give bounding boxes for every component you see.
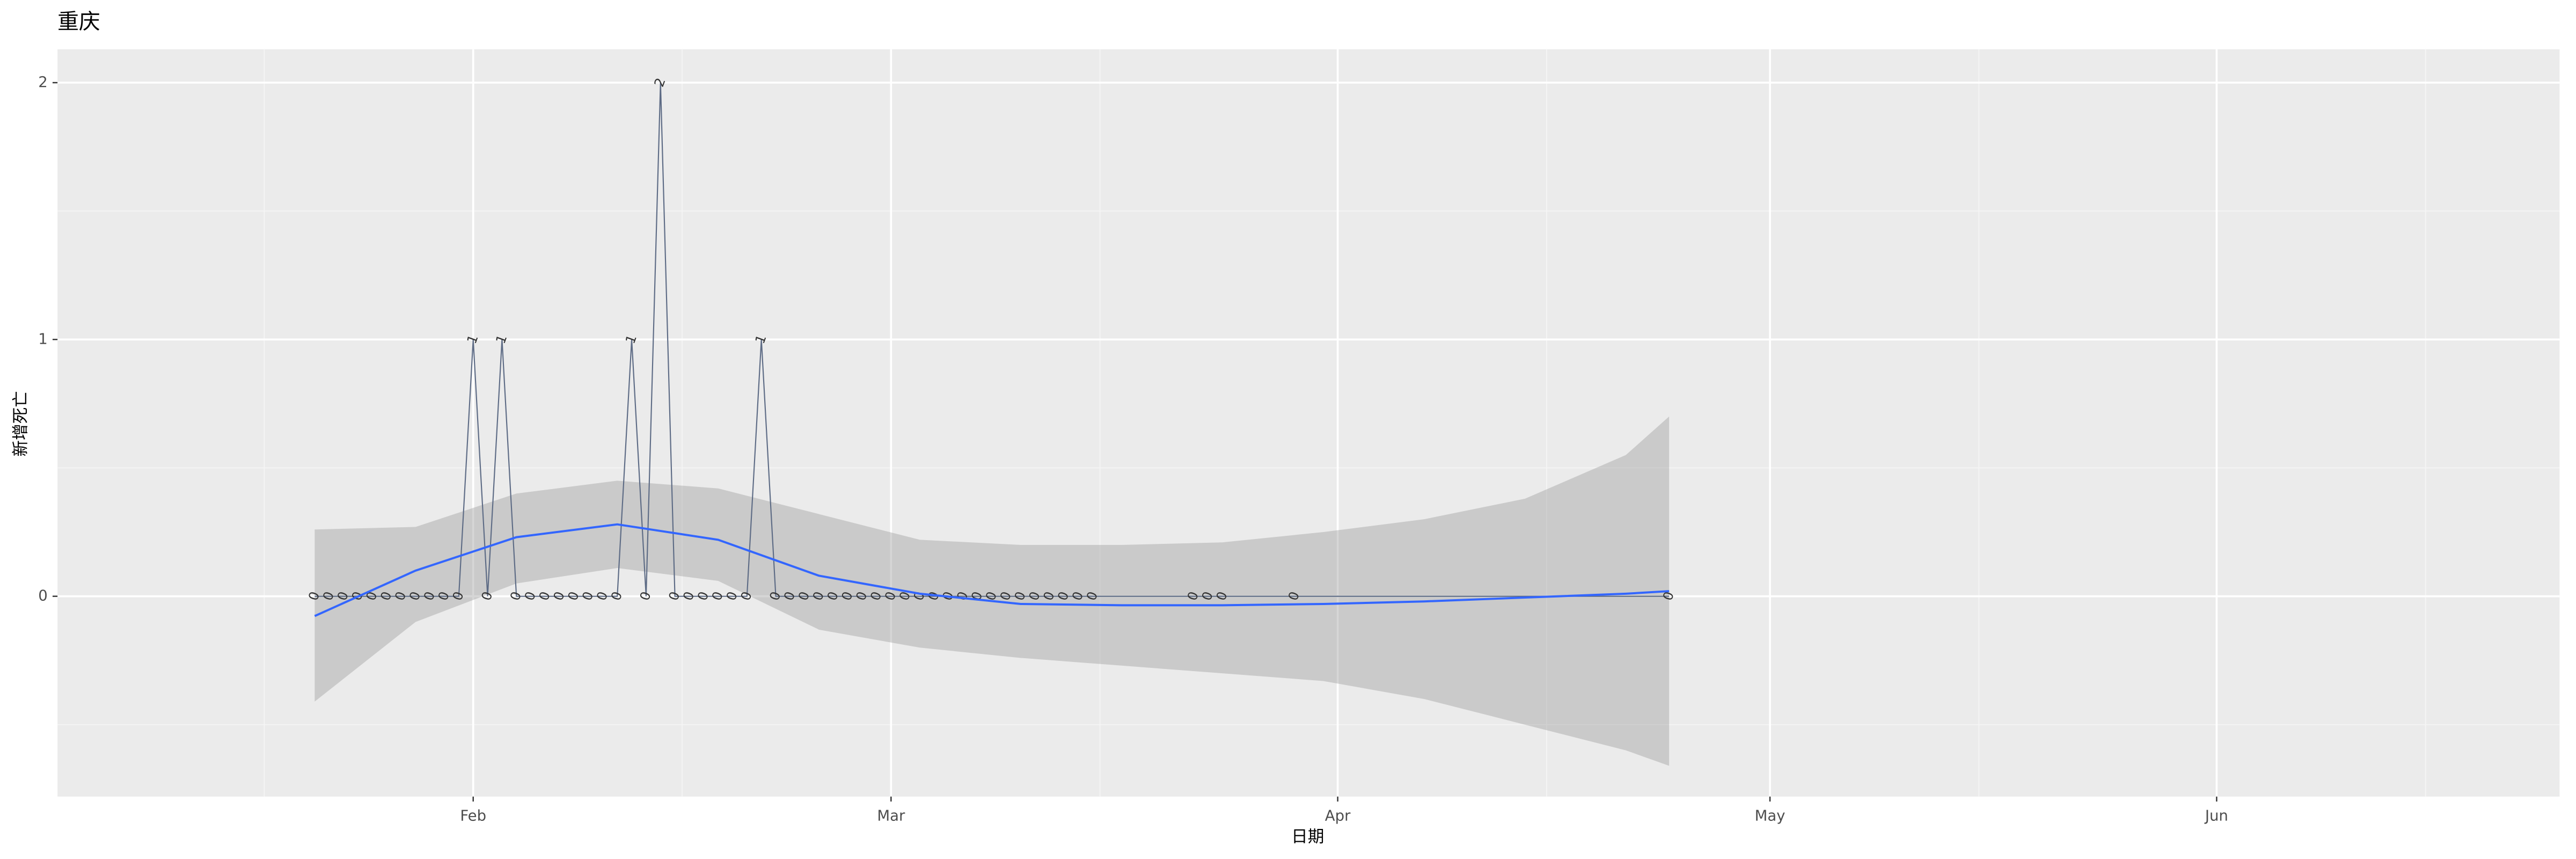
x-tick-label: Mar [877,807,905,824]
smooth-line [314,523,1670,617]
x-tick-label: Jun [2204,807,2228,824]
y-tick-label: 2 [38,74,48,91]
x-tick-label: Feb [460,807,486,824]
x-tick-label: Apr [1325,807,1351,824]
plot: 0000000000010100000000102000000100000000… [305,76,1677,766]
y-tick-label: 0 [38,587,48,605]
panel [57,49,2560,797]
y-axis-label: 新增死亡 [11,391,30,456]
x-tick-label: May [1755,807,1785,824]
grid [57,49,2560,797]
data-line [314,82,1670,597]
y-tick-label: 1 [38,330,48,347]
chart-title: 重庆 [57,9,100,34]
x-axis-label: 日期 [1291,828,1324,847]
confidence-band [314,416,1670,766]
